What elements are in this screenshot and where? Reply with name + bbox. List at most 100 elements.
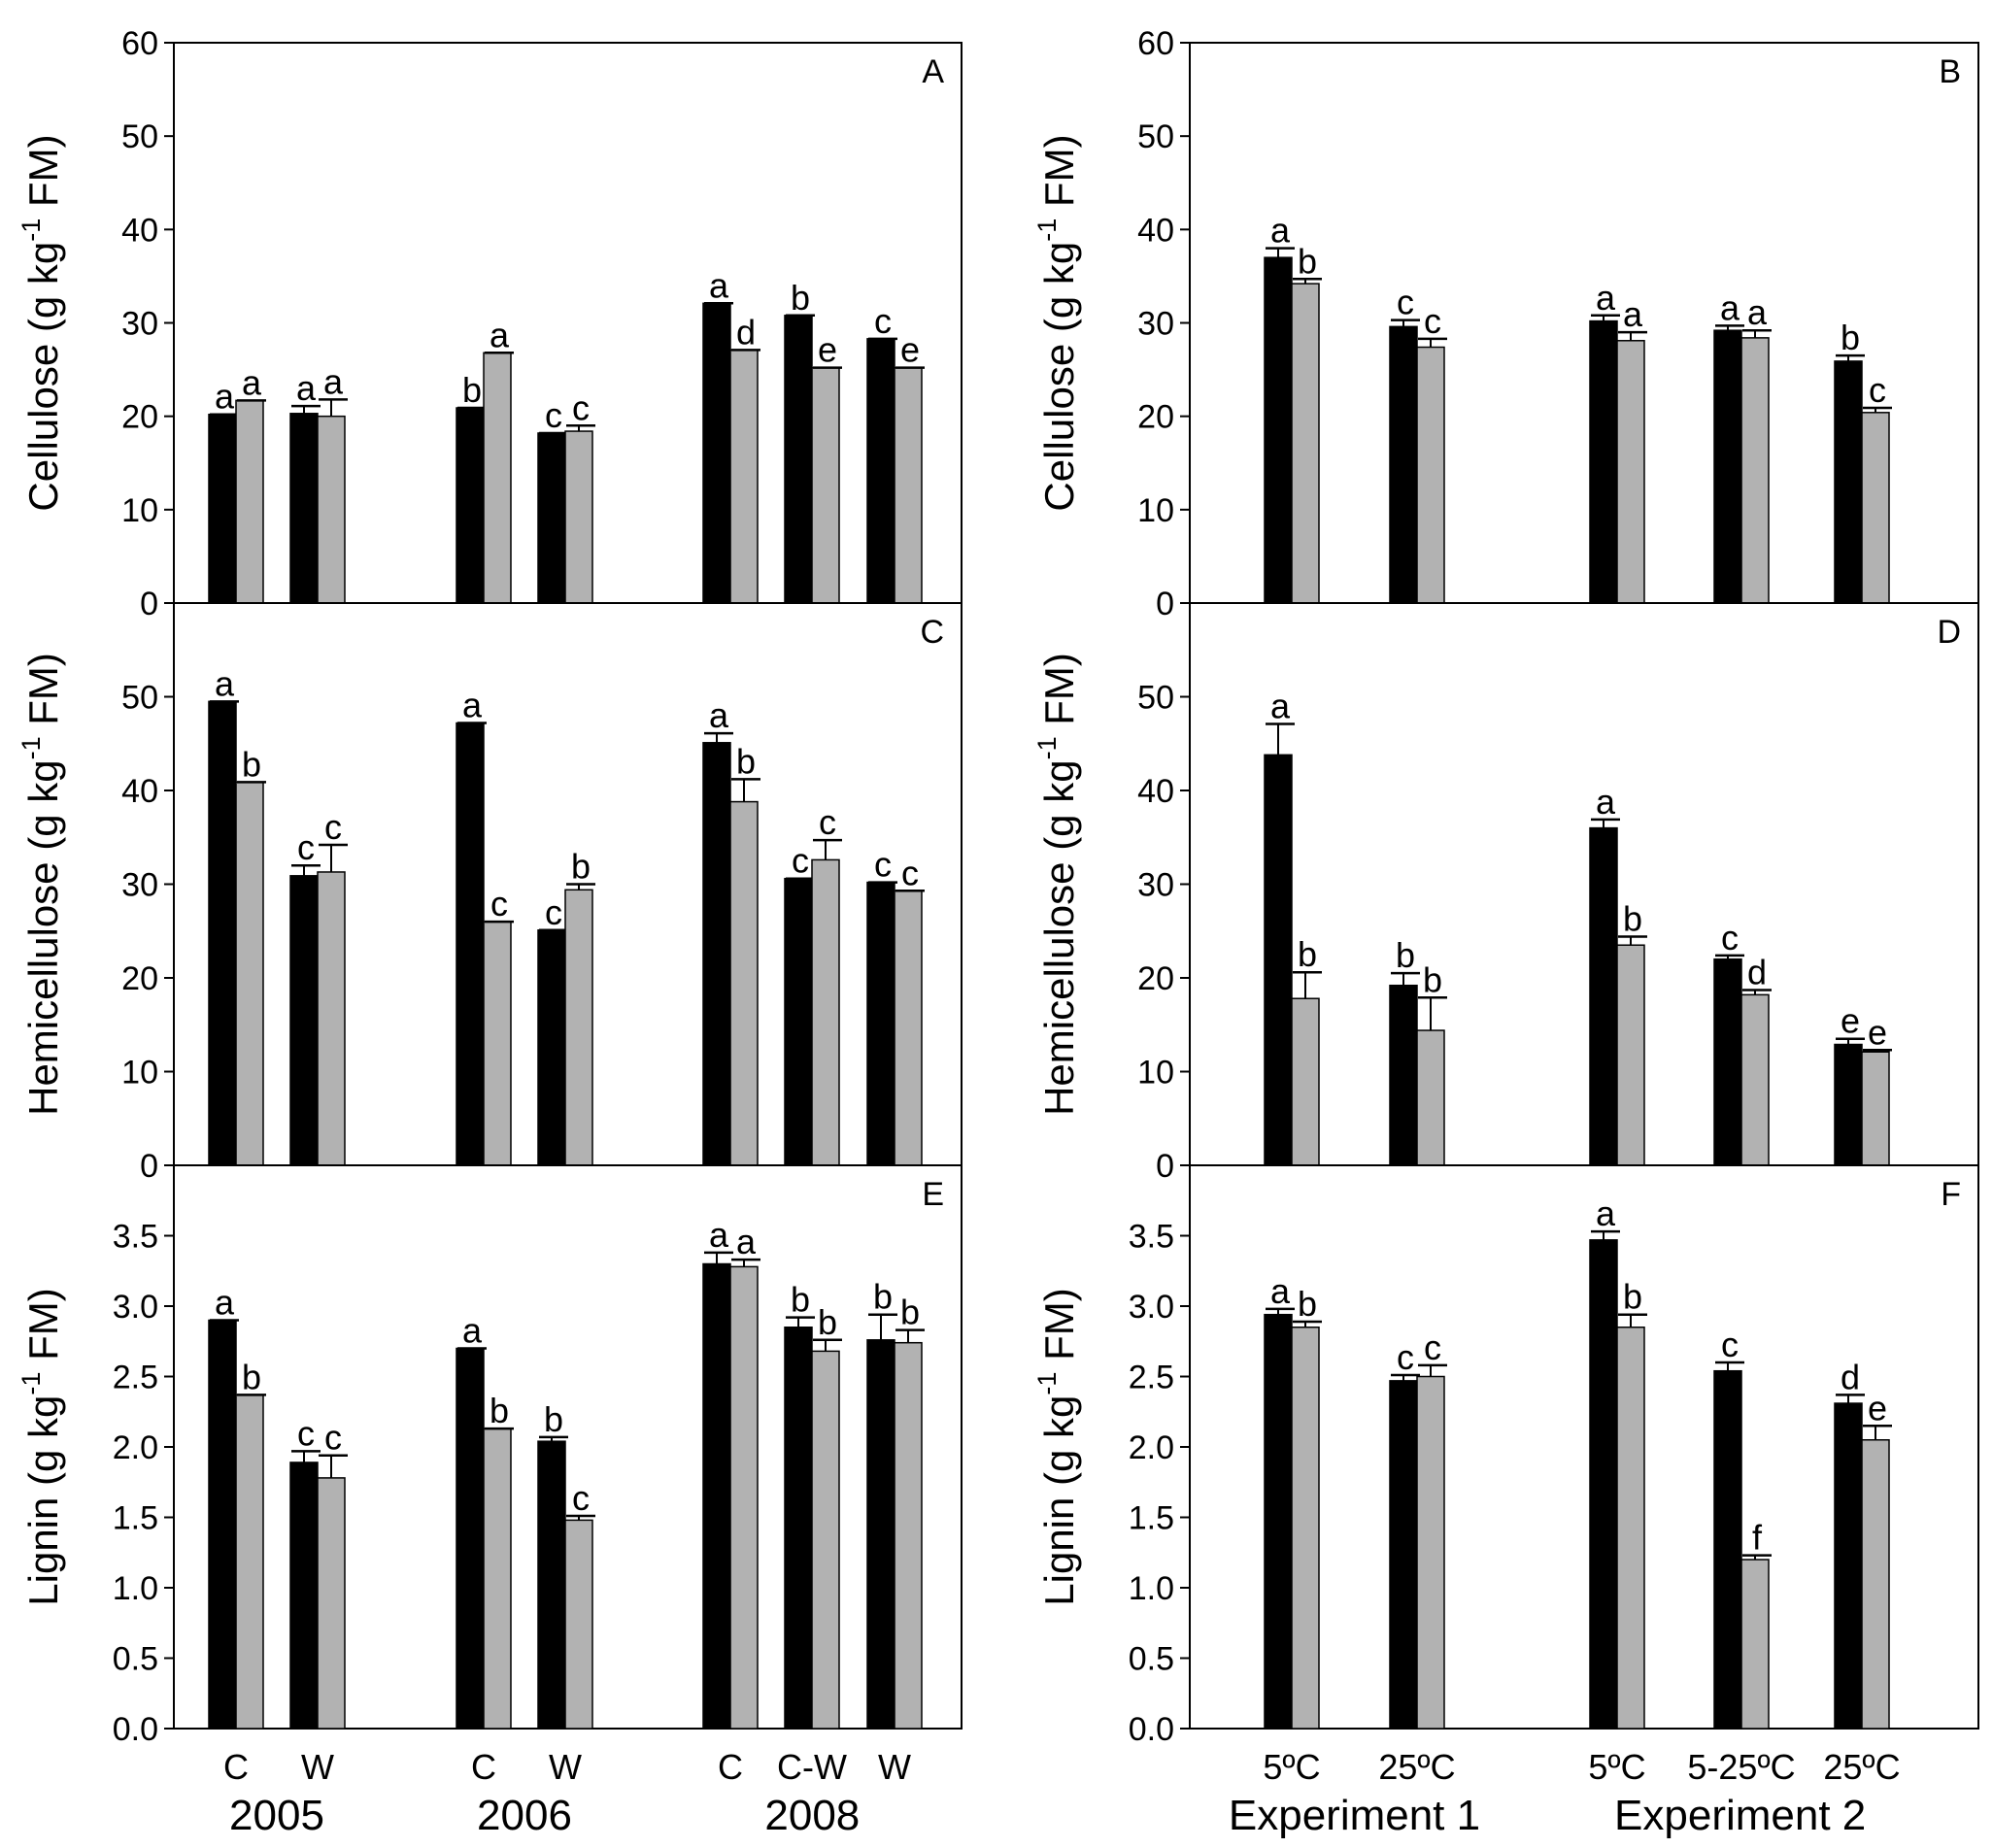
bar-series-1 (702, 1262, 731, 1730)
y-tick-label: 3.5 (1129, 1219, 1174, 1256)
panel-f: 0.0 0.5 1.0 1.5 2.0 2.5 3.0 3.5 Lignin (g kg-1 F… (1032, 1164, 1979, 1839)
bar-series-2 (1616, 944, 1645, 1166)
significance-letter: d (736, 312, 756, 352)
bar-series-1 (1713, 329, 1742, 604)
bar-series-2 (811, 858, 840, 1166)
bar-series-1 (456, 407, 485, 604)
x-group-label: 2008 (764, 1792, 860, 1839)
significance-letter: a (1270, 1271, 1291, 1311)
panel-label: B (1939, 53, 1961, 90)
y-tick-label: 20 (121, 399, 158, 436)
significance-letter: b (242, 744, 261, 784)
bar-series-1 (289, 413, 319, 604)
y-axis-label-sup: -1 (1032, 736, 1062, 759)
bar-series-2 (564, 889, 593, 1166)
bar-series-2 (1291, 1327, 1320, 1730)
y-axis-label-tail: FM) (20, 134, 66, 218)
bar-series-1 (1389, 325, 1418, 604)
y-tick-label: 0 (1156, 586, 1174, 622)
significance-letter: a (462, 1311, 483, 1351)
significance-letter: c (792, 841, 809, 881)
bar-series-2 (235, 781, 264, 1166)
bar-series-2 (1291, 997, 1320, 1166)
bar-series-1 (784, 1327, 813, 1730)
significance-letter: c (324, 1418, 342, 1458)
significance-letter: e (1841, 1001, 1860, 1041)
significance-letter: b (900, 1293, 920, 1332)
bar-series-1 (866, 338, 895, 604)
x-tick-label: W (549, 1747, 582, 1787)
significance-letter: b (1396, 935, 1415, 975)
bar-series-1 (208, 700, 237, 1166)
significance-letter: b (1841, 318, 1860, 357)
x-tick-label: C (471, 1747, 496, 1787)
bar-series-1 (1713, 1369, 1742, 1730)
significance-letter: a (1596, 1193, 1616, 1233)
y-tick-label: 0.0 (1129, 1711, 1174, 1748)
y-tick-label: 50 (121, 680, 158, 717)
y-tick-label: 40 (121, 773, 158, 810)
y-axis-label: Cellulose (g kg-1 FM) (17, 134, 66, 511)
x-tick-label: 5ºC (1588, 1747, 1645, 1787)
y-tick-label: 1.5 (113, 1500, 158, 1537)
bar-series-1 (289, 1462, 319, 1730)
y-tick-label: 1.5 (1129, 1500, 1174, 1537)
bar-series-1 (1264, 256, 1293, 604)
y-axis-label-main: Hemicellulose (g kg (20, 759, 66, 1115)
bar-series-1 (1834, 1402, 1863, 1730)
bar-series-1 (702, 742, 731, 1166)
x-tick-label: 5ºC (1263, 1747, 1320, 1787)
y-tick-label: 0.5 (113, 1641, 158, 1678)
bar-series-1 (289, 875, 319, 1166)
y-tick-label: 0 (1156, 1148, 1174, 1185)
bar-series-1 (208, 1319, 237, 1730)
bar-series-2 (317, 415, 346, 604)
panel-e: 0.0 0.5 1.0 1.5 2.0 2.5 3.0 3.5 Lignin (g kg-1 F… (17, 1164, 963, 1839)
bar-series-2 (1861, 1051, 1890, 1166)
significance-letter: c (1397, 1337, 1414, 1377)
y-tick-label: 10 (1137, 1055, 1174, 1092)
x-tick-label: C (223, 1747, 249, 1787)
bar-series-2 (729, 800, 759, 1166)
bar-series-2 (1861, 412, 1890, 604)
significance-letter: b (1298, 934, 1317, 974)
significance-letter: e (818, 330, 837, 370)
y-tick-label: 2.5 (113, 1360, 158, 1396)
significance-letter: b (1423, 959, 1442, 999)
y-axis-label-sup: -1 (17, 736, 46, 759)
significance-letter: a (215, 377, 235, 417)
y-tick-label: 30 (121, 306, 158, 343)
bar-series-1 (1713, 958, 1742, 1166)
bar-series-2 (729, 1265, 759, 1730)
bar-series-1 (537, 929, 566, 1166)
panel-label: E (922, 1176, 944, 1213)
y-tick-label: 50 (1137, 680, 1174, 717)
bar-series-2 (235, 1394, 264, 1730)
y-axis-label: Hemicellulose (g kg-1 FM) (1032, 653, 1082, 1116)
bar-series-2 (1740, 337, 1770, 604)
significance-letter: a (1720, 287, 1740, 327)
significance-letter: e (1868, 1012, 1887, 1052)
bar-series-2 (483, 1428, 512, 1730)
bar-series-2 (894, 366, 923, 604)
significance-letter: c (572, 1478, 590, 1518)
bar-series-1 (1589, 1239, 1618, 1730)
significance-letter: c (819, 802, 836, 842)
bar-series-2 (1416, 1375, 1445, 1730)
y-tick-label: 50 (121, 118, 158, 155)
y-axis-label-tail: FM) (1036, 653, 1082, 736)
bar-series-1 (1589, 319, 1618, 604)
significance-letter: c (1424, 301, 1441, 341)
significance-letter: a (1747, 292, 1768, 332)
significance-letter: b (242, 1357, 261, 1396)
bar-series-2 (1616, 1327, 1645, 1730)
significance-letter: f (1752, 1518, 1763, 1558)
significance-letter: a (1596, 782, 1616, 822)
x-group-label: Experiment 2 (1614, 1792, 1866, 1839)
x-tick-label: W (878, 1747, 911, 1787)
significance-letter: b (818, 1302, 837, 1342)
bar-series-1 (1389, 1380, 1418, 1730)
significance-letter: a (323, 361, 344, 401)
y-tick-label: 10 (121, 1055, 158, 1092)
